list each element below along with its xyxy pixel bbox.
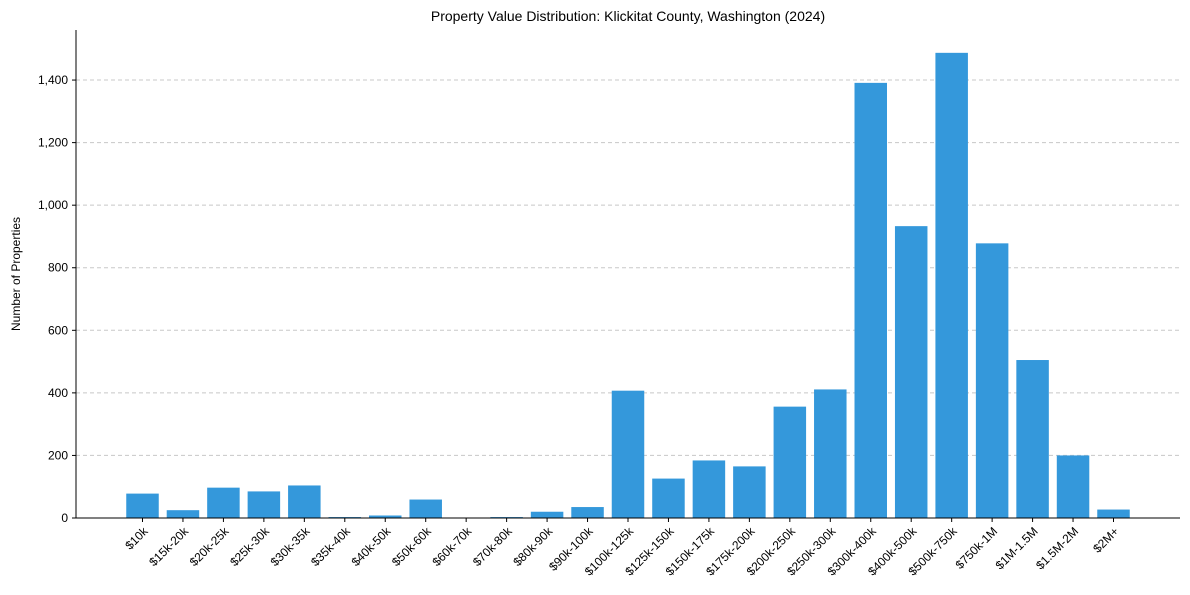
bar [894, 226, 928, 518]
x-tick-label: $15k-20k [146, 524, 192, 570]
y-tick-label: 600 [48, 323, 68, 337]
bar [369, 515, 402, 518]
bar [692, 460, 726, 518]
x-tick-label: $50k-60k [389, 524, 435, 570]
bar [166, 510, 200, 518]
bar [1097, 509, 1130, 518]
bar [854, 82, 887, 518]
y-tick-label: 1,200 [38, 136, 68, 150]
bar [814, 389, 847, 518]
y-axis-label: Number of Properties [9, 217, 23, 331]
bar [409, 499, 442, 518]
x-tick-label: $40k-50k [349, 524, 395, 570]
x-tick-label: $25k-30k [227, 524, 273, 570]
y-tick-label: 1,000 [38, 198, 68, 212]
bar [773, 406, 807, 518]
y-tick-label: 1,400 [38, 73, 68, 87]
bar [126, 493, 159, 518]
bar [935, 52, 968, 518]
x-tick-label: $1.5M-2M [1033, 524, 1081, 572]
x-tick-label: $35k-40k [308, 524, 354, 570]
x-tick-label: $20k-25k [187, 524, 233, 570]
y-tick-label: 400 [48, 386, 68, 400]
y-axis-ticks: 0 200 400 600 800 1,000 1,200 1,400 [38, 73, 76, 525]
x-tick-label: $750k-1M [953, 524, 1001, 572]
bar [975, 243, 1009, 519]
bar [1056, 455, 1090, 518]
y-tick-label: 0 [61, 511, 68, 525]
bar [207, 487, 240, 518]
bar [247, 491, 281, 518]
x-tick-label: $60k-70k [429, 524, 475, 570]
bar [733, 466, 766, 518]
bar [611, 390, 645, 518]
y-tick-label: 200 [48, 448, 68, 462]
x-tick-label: $1M-1.5M [993, 524, 1041, 572]
bars [126, 52, 1130, 519]
x-axis-ticks: $10k$15k-20k$20k-25k$25k-30k$30k-35k$35k… [122, 518, 1122, 578]
x-tick-label: $10k [122, 524, 151, 553]
x-tick-label: $30k-35k [268, 524, 314, 570]
bar [652, 478, 685, 518]
bar [288, 485, 321, 518]
chart-title: Property Value Distribution: Klickitat C… [431, 8, 825, 24]
x-tick-label: $70k-80k [470, 524, 516, 570]
bar [1016, 360, 1049, 518]
x-tick-label: $2M+ [1090, 524, 1121, 555]
bar [571, 507, 604, 518]
bar [530, 511, 564, 518]
y-tick-label: 800 [48, 261, 68, 275]
